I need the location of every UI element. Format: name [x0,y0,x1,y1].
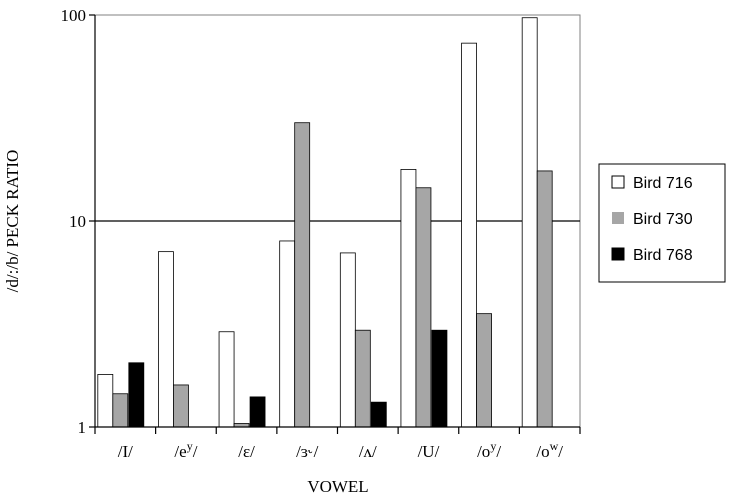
bar-bird-768-4 [370,401,387,428]
y-ticks: 1 10 100 [61,6,95,437]
category-label: /ɛ/ [238,442,255,461]
bar-bird-716-5 [400,169,417,428]
y-tick-label: 100 [61,6,87,25]
category-label: /U/ [418,442,440,461]
bar-bird-730-6 [476,313,492,428]
category-label: /ʌ/ [359,442,377,461]
bar-bird-730-1 [173,384,189,428]
bar-bird-730-7 [536,170,553,428]
category-label: /oy/ [477,439,501,461]
bar-bird-716-7 [521,17,538,428]
legend-label: Bird 768 [633,247,693,264]
y-tick-label: 10 [69,212,86,231]
bar-bird-716-1 [158,251,174,428]
bar-bird-716-2 [218,331,235,428]
legend: Bird 716 Bird 730 Bird 768 [598,163,726,283]
bar-bird-716-0 [97,374,114,428]
bar-bird-730-3 [294,122,311,428]
bar-bird-768-5 [431,329,448,428]
bar-bird-730-5 [415,187,432,428]
bar-bird-716-3 [279,240,296,428]
category-label: /I/ [118,442,133,461]
bars [97,17,553,428]
bar-bird-768-2 [249,396,266,428]
bar-bird-768-0 [128,362,145,428]
x-ticks: /I/ /ey/ /ɛ/ /ɜ˞/ /ʌ/ /U/ /oy/ /ow/ [94,427,581,461]
legend-swatch [611,175,625,189]
bar-bird-730-0 [112,393,129,428]
bar-bird-730-4 [354,329,371,428]
category-label: /ow/ [536,439,563,461]
x-axis-title: VOWEL [307,477,368,496]
y-tick-label: 1 [78,418,87,437]
y-axis-title: /d/:/b/ PECK RATIO [3,150,22,293]
legend-swatch [611,247,625,261]
bar-bird-716-4 [339,252,356,428]
bar-bird-716-6 [461,42,477,428]
legend-label: Bird 730 [633,211,693,228]
category-label: /ɜ˞/ [296,442,319,461]
category-label: /ey/ [174,439,197,461]
legend-label: Bird 716 [633,175,693,192]
legend-swatch [612,212,624,224]
